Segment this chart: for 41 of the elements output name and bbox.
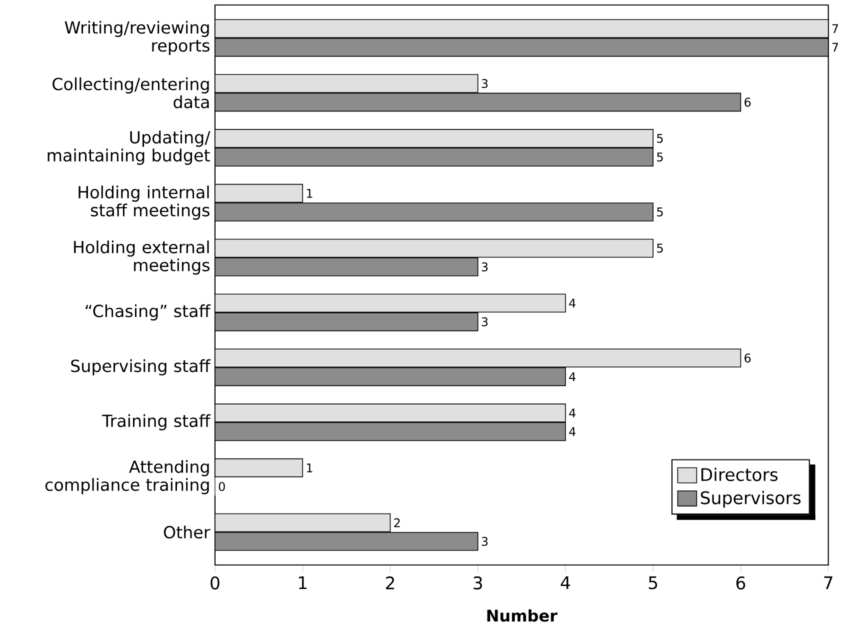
data-label: 5 xyxy=(657,208,663,216)
y-tick-label: “Chasing” staff xyxy=(86,304,211,321)
data-label: 2 xyxy=(394,518,400,528)
y-tick-label: Attending compliance training xyxy=(45,460,209,494)
data-label: 4 xyxy=(569,408,576,418)
data-label: 7 xyxy=(832,24,838,33)
y-tick-label: Updating/ maintaining budget xyxy=(48,130,210,165)
x-tick-label: 0 xyxy=(210,576,220,590)
data-label: 1 xyxy=(307,463,312,472)
x-tick-label: 1 xyxy=(299,576,307,590)
data-label: 4 xyxy=(569,372,576,382)
data-label: 4 xyxy=(569,427,576,436)
data-label: 6 xyxy=(744,353,751,363)
data-label: 3 xyxy=(482,262,488,272)
x-tick-label: 5 xyxy=(648,576,658,590)
x-tick-label: 4 xyxy=(560,576,570,590)
data-label: 4 xyxy=(569,298,576,308)
data-label: 1 xyxy=(307,188,312,198)
y-tick-label: Holding internal staff meetings xyxy=(78,186,210,220)
x-tick-label: 6 xyxy=(736,576,746,590)
legend-label: Supervisors xyxy=(700,490,801,508)
y-tick-label: Supervising staff xyxy=(71,359,211,376)
y-tick-label: Other xyxy=(164,526,210,539)
x-axis-title: Number xyxy=(487,609,558,622)
legend-label: Directors xyxy=(701,468,778,482)
data-label: 7 xyxy=(832,42,838,52)
data-label: 5 xyxy=(657,134,663,143)
y-tick-label: Training staff xyxy=(102,414,211,430)
data-label: 3 xyxy=(482,78,488,88)
data-label: 3 xyxy=(482,317,488,326)
data-label: 0 xyxy=(218,482,225,492)
data-label: 5 xyxy=(657,244,663,253)
y-tick-label: Writing/reviewing reports xyxy=(64,20,210,56)
y-tick-label: Holding external meetings xyxy=(74,240,210,275)
x-tick-label: 2 xyxy=(386,576,394,590)
x-tick-label: 3 xyxy=(474,576,482,590)
x-tick-label: 7 xyxy=(824,576,832,590)
data-label: 5 xyxy=(657,152,663,162)
data-label: 6 xyxy=(744,98,751,107)
data-label: 3 xyxy=(482,536,488,546)
y-tick-label: Collecting/entering data xyxy=(52,77,209,108)
